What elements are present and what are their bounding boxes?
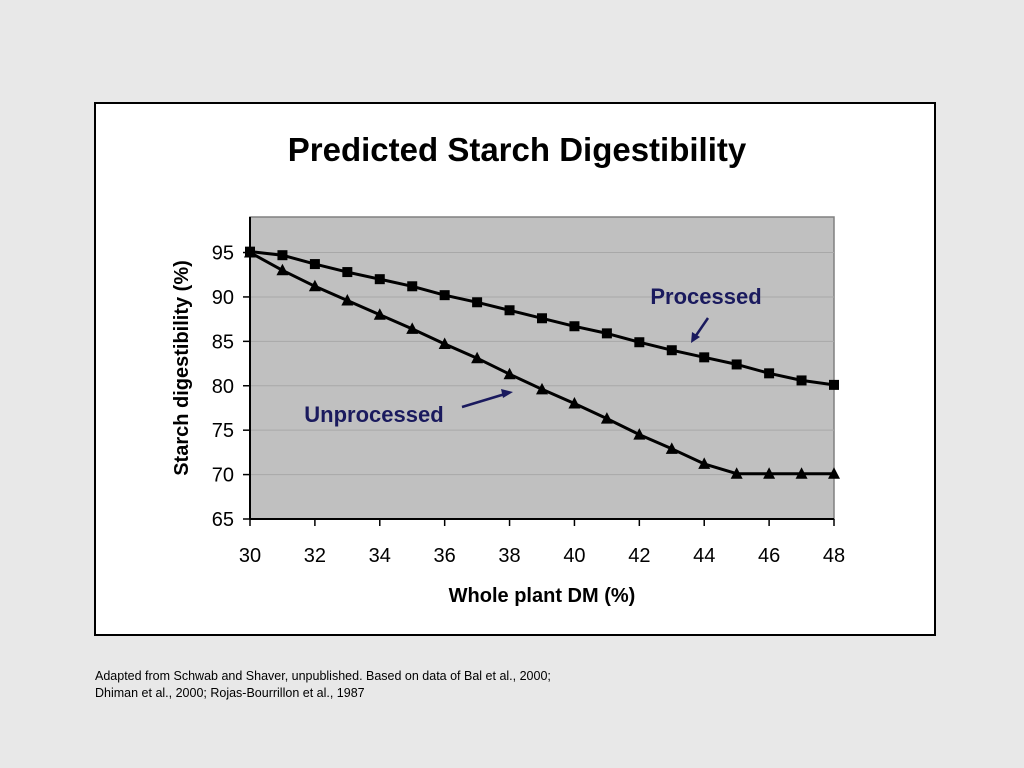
y-tick-label: 75 [212, 420, 234, 442]
y-tick-label: 95 [212, 243, 234, 265]
processed-point [472, 297, 483, 308]
processed-point [407, 281, 418, 292]
x-tick-label: 36 [434, 545, 456, 567]
unprocessed-point [276, 263, 289, 276]
processed-point [569, 321, 580, 332]
unprocessed-point [698, 457, 711, 469]
unprocessed-point [536, 382, 548, 395]
series-layer [244, 246, 840, 479]
processed-point [796, 375, 807, 386]
processed-point [829, 379, 839, 390]
unprocessed-point [665, 442, 678, 454]
unprocessed-point [503, 367, 516, 380]
x-tick-label: 30 [239, 545, 261, 567]
processed-point [666, 345, 677, 356]
annotation-processed-arrow [691, 317, 710, 343]
processed-point [731, 359, 742, 370]
x-tick-label: 48 [823, 545, 845, 567]
unprocessed-point [308, 279, 321, 292]
unprocessed-point [795, 467, 808, 479]
processed-point [309, 259, 320, 270]
chart-frame: Predicted Starch Digestibility 95 90 85 80 7… [94, 102, 936, 636]
y-tick-labels: 95 90 85 80 75 70 65 [212, 243, 234, 531]
unprocessed-point [730, 467, 743, 479]
unprocessed-point [568, 397, 581, 409]
processed-point [439, 290, 450, 301]
unprocessed-point [244, 246, 256, 258]
y-tick-label: 85 [212, 331, 234, 353]
processed-point [699, 352, 710, 363]
unprocessed-point [406, 322, 419, 334]
x-tick-label: 46 [758, 545, 780, 567]
processed-point [277, 250, 288, 261]
y-tick-label: 90 [212, 287, 234, 309]
chart-title: Predicted Starch Digestibility [288, 131, 747, 168]
processed-point [342, 267, 353, 278]
annotation-unprocessed-arrow [461, 389, 513, 409]
unprocessed-point [633, 428, 646, 440]
x-tick-label: 34 [369, 545, 391, 567]
x-tick-label: 44 [693, 545, 715, 567]
processed-point [374, 274, 385, 285]
x-tick-label: 40 [563, 545, 585, 567]
y-tick-label: 80 [212, 376, 234, 398]
y-axis-label: Starch digestibility (%) [171, 260, 193, 476]
x-tick-labels: 30 32 34 36 38 40 42 44 46 48 [239, 545, 845, 567]
x-axis-label: Whole plant DM (%) [449, 585, 636, 607]
unprocessed-point [341, 293, 354, 306]
source-footnote: Adapted from Schwab and Shaver, unpublis… [95, 668, 551, 702]
unprocessed-point [373, 308, 386, 320]
footnote-line-1: Adapted from Schwab and Shaver, unpublis… [95, 669, 551, 683]
processed-point [601, 328, 612, 339]
processed-point [764, 368, 775, 379]
annotation-processed: Processed [650, 284, 761, 309]
processed-point [537, 313, 547, 324]
y-tick-label: 70 [212, 465, 234, 487]
unprocessed-point [438, 337, 451, 350]
y-tick-label: 65 [212, 509, 234, 531]
processed-point [504, 305, 515, 316]
unprocessed-point [763, 467, 776, 479]
annotation-unprocessed: Unprocessed [304, 402, 443, 427]
x-tick-label: 32 [304, 545, 326, 567]
processed-point [634, 337, 645, 348]
footnote-line-2: Dhiman et al., 2000; Rojas-Bourrillon et… [95, 686, 365, 700]
unprocessed-point [600, 412, 613, 424]
x-tick-label: 38 [498, 545, 520, 567]
x-tick-label: 42 [628, 545, 650, 567]
unprocessed-point [471, 351, 484, 364]
unprocessed-point [828, 467, 840, 479]
chart-svg: Predicted Starch Digestibility 95 90 85 80 7… [171, 131, 845, 607]
